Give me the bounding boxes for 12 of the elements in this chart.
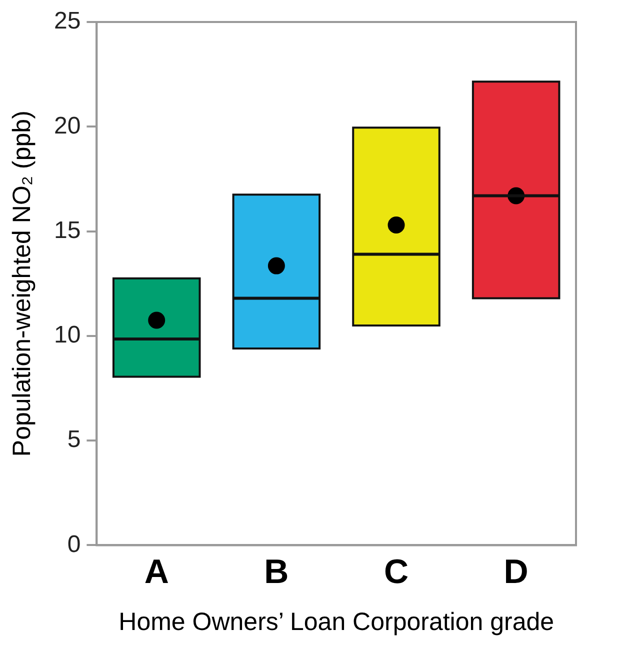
- y-tick-label: 20: [54, 112, 81, 140]
- y-tick-label: 25: [54, 8, 81, 35]
- y-tick-label: 10: [54, 322, 81, 349]
- x-tick-label: A: [144, 552, 169, 591]
- y-tick-label: 15: [54, 216, 81, 244]
- x-tick-label: C: [384, 552, 409, 591]
- x-tick-label: B: [264, 552, 289, 591]
- y-tick-label: 0: [67, 530, 81, 558]
- y-axis-title: Population-weighted NO₂ (ppb): [8, 110, 36, 457]
- x-tick-label: D: [504, 552, 528, 591]
- x-axis-title: Home Owners’ Loan Corporation grade: [118, 608, 554, 636]
- y-tick-label: 5: [67, 426, 81, 454]
